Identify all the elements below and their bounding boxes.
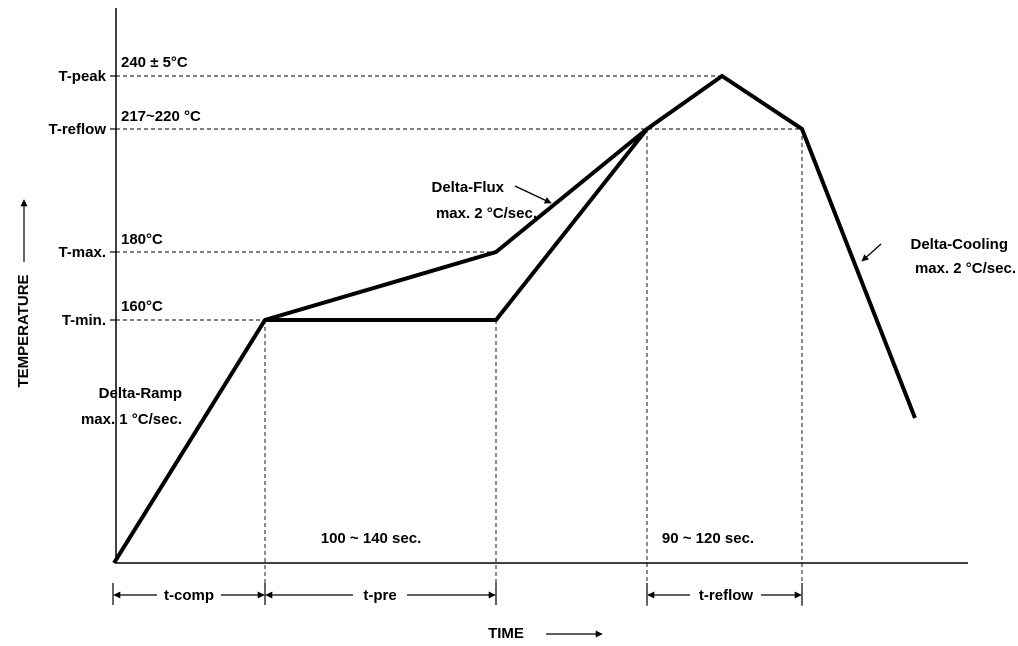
profile-lower-curve <box>265 127 649 322</box>
delta-ramp-title: Delta-Ramp <box>99 385 182 402</box>
preheat-duration: 100 ~ 140 sec. <box>321 530 422 547</box>
delta-cooling-leader-arrow <box>861 243 882 262</box>
t-comp-label: t-comp <box>164 587 214 604</box>
value-t-max: 180°C <box>121 231 163 248</box>
value-t-peak: 240 ± 5°C <box>121 54 188 71</box>
x-axis-label: TIME <box>488 625 524 642</box>
delta-cooling-title: Delta-Cooling <box>911 236 1009 253</box>
delta-flux-rate: max. 2 °C/sec. <box>436 205 537 222</box>
value-t-reflow: 217~220 °C <box>121 108 201 125</box>
value-t-min: 160°C <box>121 298 163 315</box>
t-pre-label: t-pre <box>363 587 396 604</box>
label-t-reflow: T-reflow <box>48 121 106 138</box>
delta-flux-title: Delta-Flux <box>431 179 504 196</box>
reflow-duration: 90 ~ 120 sec. <box>662 530 754 547</box>
delta-cooling-rate: max. 2 °C/sec. <box>915 260 1016 277</box>
label-t-max: T-max. <box>58 244 106 261</box>
profile-upper-curve <box>112 73 917 565</box>
t-reflow-label: t-reflow <box>699 587 753 604</box>
delta-flux-leader-arrow <box>514 185 552 204</box>
delta-ramp-rate: max. 1 °C/sec. <box>81 411 182 428</box>
label-t-peak: T-peak <box>58 68 106 85</box>
label-t-min: T-min. <box>62 312 106 329</box>
y-axis-label: TEMPERATURE <box>15 274 32 387</box>
